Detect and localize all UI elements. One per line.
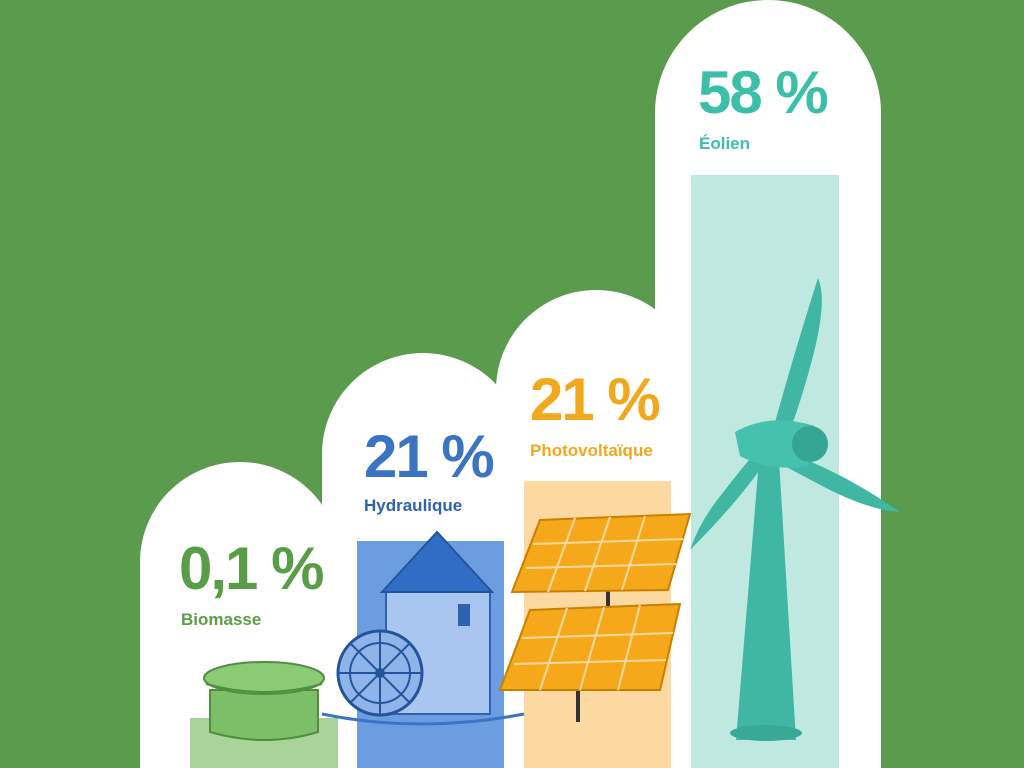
biogas-digester-icon <box>203 661 325 741</box>
category-label-hydraulique: Hydraulique <box>364 496 463 515</box>
value-label-photovoltaique: 21 % <box>530 366 661 433</box>
category-label-biomasse: Biomasse <box>181 610 262 629</box>
wind-turbine-icon <box>690 278 900 741</box>
solar-panel-icon <box>498 512 692 722</box>
value-label-hydraulique: 21 % <box>364 423 495 490</box>
value-label-eolien: 58 % <box>698 59 829 126</box>
category-label-photovoltaique: Photovoltaïque <box>530 441 653 460</box>
value-label-biomasse: 0,1 % <box>179 535 324 602</box>
water-mill-icon <box>321 530 525 726</box>
category-label-eolien: Éolien <box>699 134 751 153</box>
